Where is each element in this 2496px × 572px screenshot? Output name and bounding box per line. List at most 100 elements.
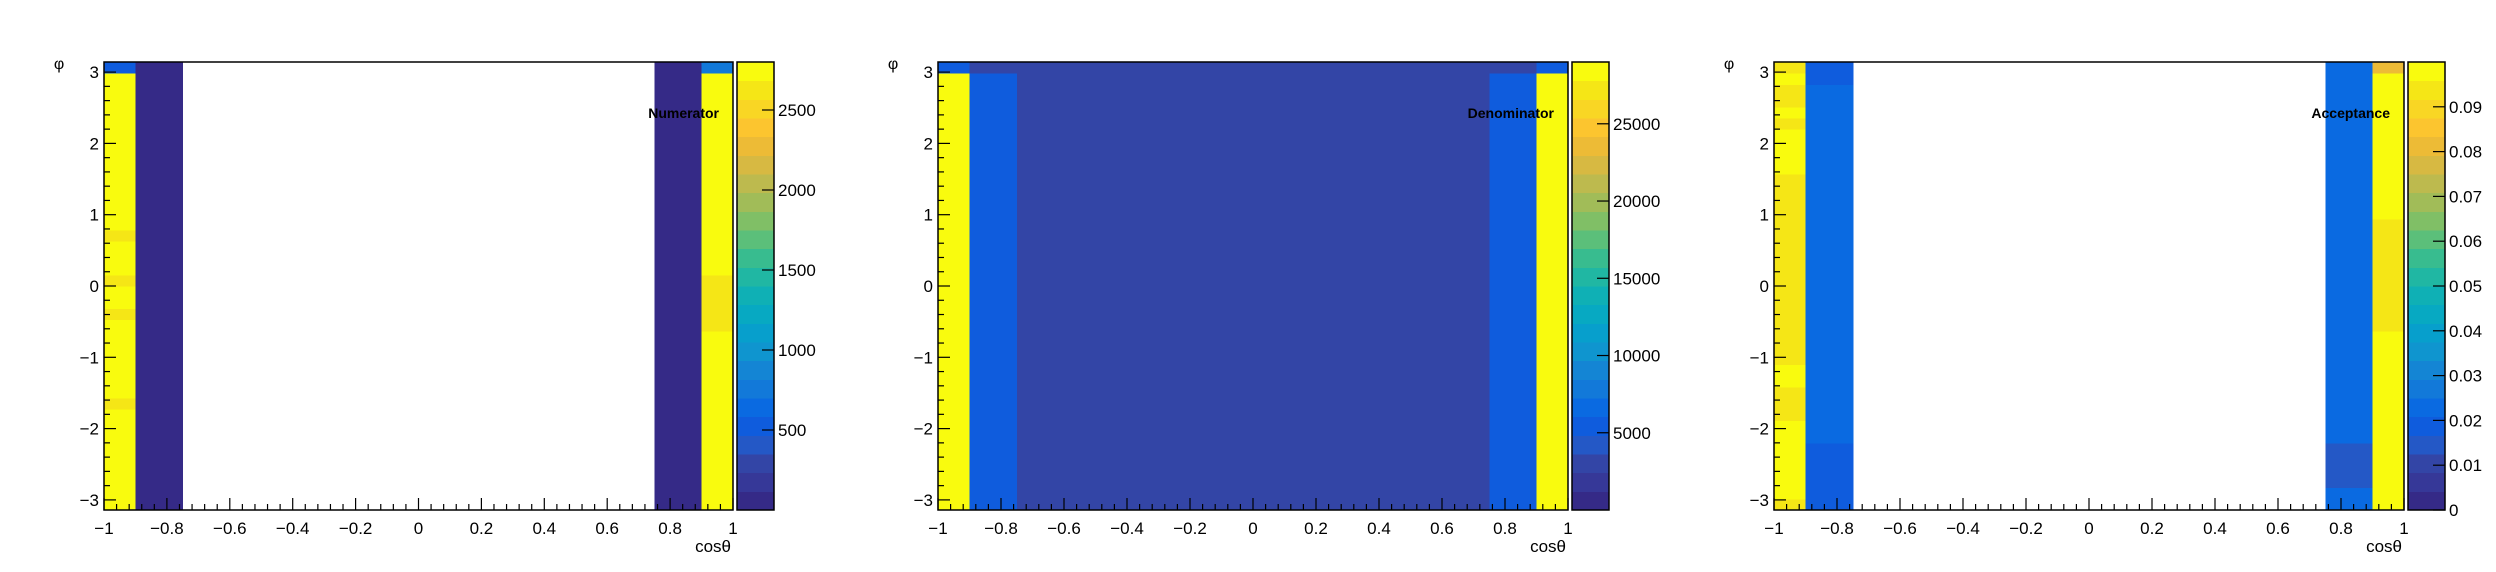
heatmap-cell [2372,353,2405,365]
heatmap-cell [2372,95,2405,108]
heatmap-cell [104,286,136,298]
heatmap-cell [654,398,703,410]
heatmap-cell [1805,454,1854,466]
heatmap-cell [2372,196,2405,209]
heatmap-cell [938,454,970,466]
heatmap-cell [2325,62,2373,74]
heatmap-cell [1016,364,1490,377]
heatmap-cell [654,386,703,399]
heatmap-cell [104,353,136,365]
heatmap-cell [104,106,136,119]
heatmap-cell [2325,386,2373,399]
heatmap-cell [104,84,136,97]
heatmap-cell [1016,252,1490,265]
heatmap-cell [1016,330,1490,343]
heatmap-cell [135,420,184,433]
heatmap-cell [1805,308,1854,321]
heatmap-cell [104,342,136,354]
heatmap-cell [1774,420,1806,433]
heatmap-cell [1016,442,1490,455]
heatmap-cell [654,409,703,421]
y-tick-label: 3 [90,63,99,82]
heatmap-cell [969,230,1018,242]
heatmap-cell [654,364,703,377]
heatmap-cell [2325,398,2373,410]
heatmap-cell [938,73,970,85]
heatmap-cell [1774,398,1806,410]
heatmap-cell [969,185,1018,197]
x-tick-label: 0.6 [595,519,619,538]
heatmap-cell [2325,297,2373,309]
heatmap-cell [701,140,734,153]
heatmap-cell [1805,106,1854,119]
histogram-title: Acceptance [2311,105,2390,121]
x-tick-label: −0.2 [2009,519,2043,538]
heatmap-cell [654,241,703,253]
heatmap-cell [1536,319,1569,332]
heatmap-cell [135,286,184,298]
heatmap-cell [2372,118,2405,130]
heatmap-cell [1016,398,1490,410]
z-tick-label: 5000 [1613,424,1651,443]
heatmap-cell [654,420,703,433]
heatmap-cell [2325,73,2373,85]
heatmap-cell [1489,342,1537,354]
heatmap-cell [104,230,136,242]
heatmap-cell [938,431,970,444]
heatmap-cell [1536,274,1569,287]
x-tick-label: −0.4 [276,519,310,538]
z-tick-label: 0.09 [2449,98,2482,117]
heatmap-cell [1489,375,1537,388]
heatmap-cell [1774,185,1806,197]
heatmap-cell [1805,409,1854,421]
heatmap-cell [135,498,184,511]
palette-band [1572,491,1609,511]
heatmap-cell [938,174,970,186]
heatmap-cell [1536,252,1569,265]
heatmap-cell [135,241,184,253]
heatmap-cell [1489,274,1537,287]
heatmap-cell [654,106,703,119]
heatmap-cell [1489,241,1537,253]
heatmap-cell [969,73,1018,85]
heatmap-cell [701,330,734,343]
heatmap-cell [135,487,184,500]
heatmap-cell [654,162,703,175]
heatmap-panel-1: −1 −0.8 −0.6 −0.4 −0.2 0 0.2 0.4 0.6 0.8 1 −3 −2 −1 0 1… [54,56,816,556]
heatmap-cell [104,398,136,410]
heatmap-cell [135,364,184,377]
heatmap-cell [135,353,184,365]
heatmap-cell [1536,465,1569,477]
y-tick-label: 1 [924,206,933,225]
heatmap-cell [1016,487,1490,500]
heatmap-cell [938,487,970,500]
heatmap-cell [2325,140,2373,153]
x-tick-label: 0.8 [658,519,682,538]
heatmap-cell [2325,207,2373,220]
y-tick-label: 2 [90,134,99,153]
z-tick-label: 1500 [778,261,816,280]
palette-band [2408,491,2445,511]
heatmap-cell [2325,129,2373,141]
heatmap-cell [135,140,184,153]
heatmap-cell [1536,174,1569,186]
y-tick-label: −2 [80,420,99,439]
heatmap-cell [104,129,136,141]
heatmap-cell [1489,185,1537,197]
heatmap-cell [1774,375,1806,388]
heatmap-cell [701,398,734,410]
z-tick-label: 0.08 [2449,143,2482,162]
heatmap-cell [1774,297,1806,309]
heatmap-cell [1774,174,1806,186]
palette-band [1572,267,1609,287]
heatmap-cell [1489,353,1537,365]
heatmap-cell [938,118,970,130]
heatmap-cell [2325,442,2373,455]
heatmap-cell [1536,498,1569,511]
x-tick-label: −0.4 [1946,519,1980,538]
heatmap-cell [1805,364,1854,377]
heatmap-cell [1774,151,1806,164]
palette-band [1572,80,1609,100]
palette-band [1572,248,1609,268]
heatmap-cell [654,73,703,85]
